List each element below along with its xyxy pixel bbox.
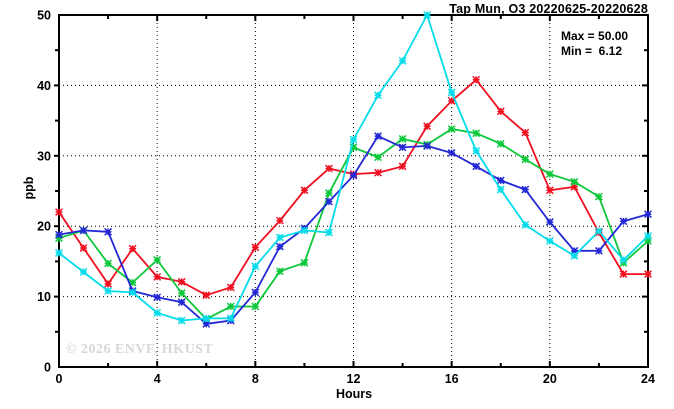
series-markers-day-20220626-green [55, 125, 652, 324]
y-axis-label: ppb [22, 176, 36, 200]
x-tick-label: 8 [252, 372, 259, 386]
series-line-day-20220626-green [58, 128, 649, 321]
chart-title: Tap Mun, O3 20220625-20220628 [449, 2, 648, 16]
x-tick-label: 12 [347, 372, 361, 386]
plot-border [58, 14, 649, 368]
x-tick-label: 0 [56, 372, 63, 386]
series-markers-day-20220627-blue [55, 132, 652, 328]
y-tick-label: 40 [37, 79, 51, 93]
y-tick-label: 50 [37, 9, 51, 23]
x-tick-label: 24 [641, 372, 655, 386]
y-tick-label: 10 [37, 290, 51, 304]
x-axis-label: Hours [335, 387, 373, 401]
min-value-label: Min = 6.12 [561, 44, 623, 58]
maxmin-annotation: Max = 50.00 Min = 6.12 [561, 29, 628, 59]
x-tick-label: 4 [154, 372, 161, 386]
series-markers-day-20220628-cyan [55, 11, 652, 325]
watermark: © 2026 ENVF, HKUST [66, 342, 214, 357]
x-tick-label: 20 [543, 372, 557, 386]
y-tick-label: 0 [44, 361, 51, 375]
y-tick-label: 30 [37, 149, 51, 163]
y-tick-label: 20 [37, 220, 51, 234]
max-value-label: Max = 50.00 [561, 29, 629, 43]
x-tick-label: 16 [445, 372, 459, 386]
